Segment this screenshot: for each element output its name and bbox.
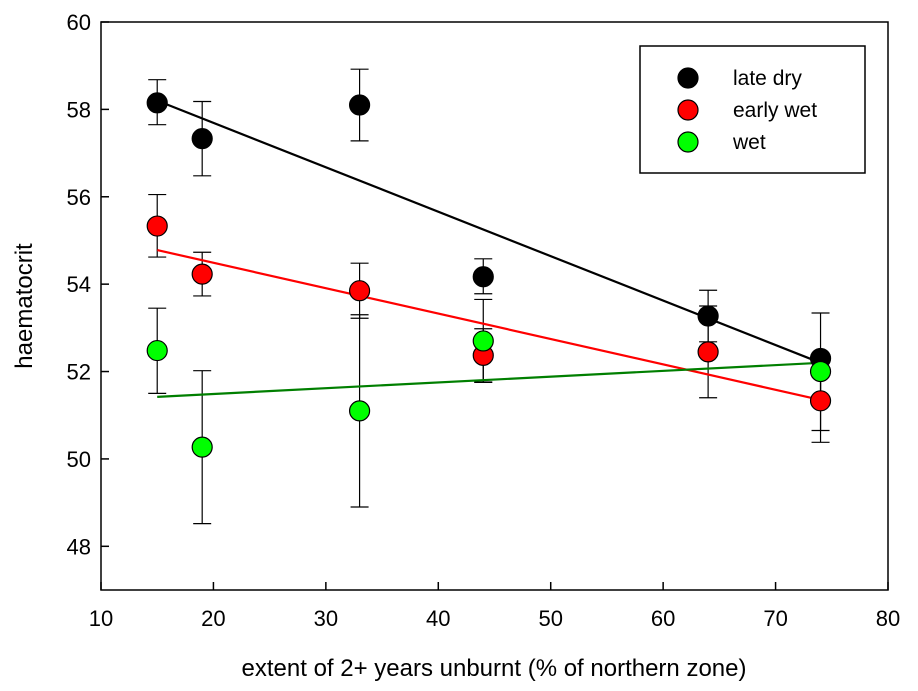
x-tick-label: 30 bbox=[314, 606, 338, 631]
x-tick-label: 50 bbox=[538, 606, 562, 631]
x-tick-label: 60 bbox=[651, 606, 675, 631]
data-point bbox=[809, 360, 832, 383]
plot-frame bbox=[100, 21, 889, 591]
legend-label: late dry bbox=[733, 67, 802, 90]
x-tick-label: 20 bbox=[201, 606, 225, 631]
y-tick-label: 56 bbox=[67, 185, 91, 210]
data-point bbox=[697, 341, 719, 363]
data-point bbox=[146, 215, 168, 237]
legend-label: wet bbox=[732, 131, 766, 154]
data-point bbox=[146, 339, 168, 362]
data-point bbox=[472, 330, 494, 352]
data-point bbox=[146, 92, 168, 114]
y-tick-label: 54 bbox=[67, 272, 91, 297]
y-tick-label: 50 bbox=[67, 447, 91, 472]
x-tick-label: 80 bbox=[876, 606, 900, 631]
axes-layer bbox=[100, 21, 889, 591]
y-tick-label: 48 bbox=[67, 534, 91, 559]
legend-marker bbox=[677, 67, 699, 89]
ticks-layer: 10 20 30 40 50 60 70 80 48 50 52 54 56 58 60 bbox=[67, 10, 901, 631]
y-tick-label: 58 bbox=[67, 97, 91, 122]
x-tick-label: 10 bbox=[89, 606, 113, 631]
legend: late dry early wet wet bbox=[639, 45, 866, 174]
y-tick-label: 52 bbox=[67, 360, 91, 385]
fit-line bbox=[157, 361, 821, 398]
legend-label: early wet bbox=[733, 99, 817, 122]
y-axis-title: haematocrit bbox=[11, 243, 38, 369]
data-point bbox=[472, 266, 494, 288]
data-point bbox=[348, 94, 371, 116]
x-tick-label: 40 bbox=[426, 606, 450, 631]
legend-marker bbox=[677, 99, 699, 121]
data-point bbox=[809, 390, 832, 412]
y-tick-label: 60 bbox=[67, 10, 91, 35]
data-point bbox=[191, 128, 213, 150]
data-point bbox=[697, 305, 719, 327]
data-points-layer bbox=[146, 92, 832, 458]
fit-line bbox=[156, 249, 821, 402]
data-point bbox=[191, 436, 213, 458]
legend-marker bbox=[677, 131, 699, 153]
data-point bbox=[191, 263, 213, 285]
data-point bbox=[348, 400, 371, 422]
data-point bbox=[348, 280, 371, 302]
x-axis-title: extent of 2+ years unburnt (% of norther… bbox=[242, 655, 747, 682]
x-tick-label: 70 bbox=[763, 606, 787, 631]
